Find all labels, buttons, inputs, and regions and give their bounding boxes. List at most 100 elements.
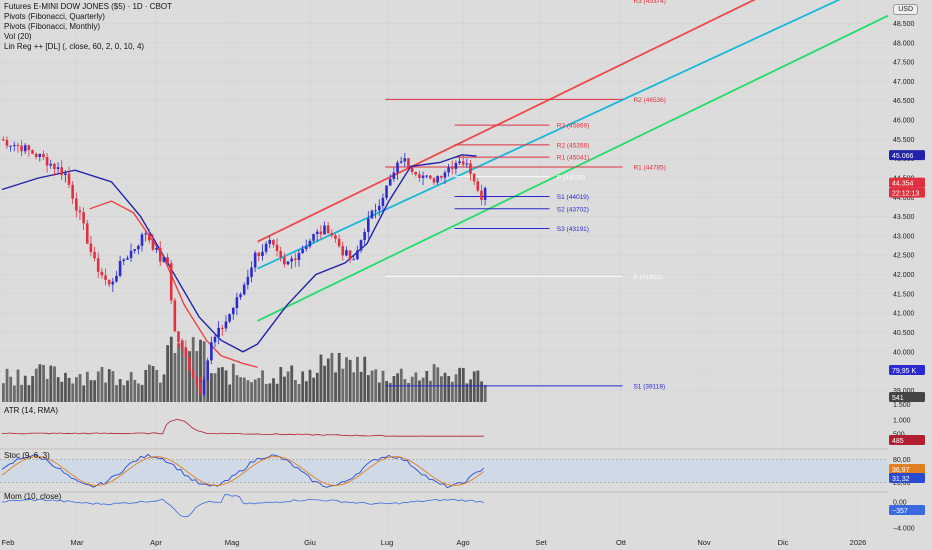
- volume-bar: [151, 366, 155, 402]
- moving-averages: [1, 154, 477, 368]
- volume-bar: [64, 372, 67, 402]
- candle-body: [264, 243, 268, 252]
- candle-body: [23, 145, 27, 152]
- candle-body: [279, 250, 282, 258]
- candle-body: [454, 162, 458, 169]
- candle-body: [60, 167, 63, 175]
- volume-bar: [429, 380, 432, 402]
- volume-bar: [465, 383, 469, 402]
- candle-body: [166, 257, 169, 264]
- candle-body: [385, 185, 388, 198]
- candle-body: [348, 250, 352, 260]
- candles: [2, 136, 487, 397]
- time-axis: Feb Mar Apr Mag Giu Lug Ago Set Ott Nov Dic 2026: [2, 538, 867, 547]
- time-tick: Set: [535, 538, 547, 547]
- stoch-label[interactable]: Stoc (9, 6, 3): [4, 451, 50, 460]
- ma-blue-line: [1, 154, 477, 353]
- candle-body: [315, 231, 319, 235]
- candle-body: [16, 145, 20, 147]
- stoch-tick: 20,00: [893, 480, 911, 487]
- price-tick: 48.500: [893, 21, 915, 28]
- candle-body: [312, 234, 315, 241]
- indicator-pivots-quarterly[interactable]: Pivots (Fibonacci, Quarterly): [4, 12, 105, 21]
- volume-bar: [385, 381, 389, 402]
- volume-bar: [392, 376, 396, 402]
- atr-label[interactable]: ATR (14, RMA): [4, 406, 59, 415]
- volume-bar: [180, 340, 184, 402]
- volume-bar: [414, 372, 418, 402]
- candle-body: [425, 175, 428, 177]
- badge-volume: 79,95 K: [892, 368, 916, 375]
- candle-body: [253, 252, 257, 268]
- badge-last-price: 44.354: [892, 181, 914, 188]
- candle-body: [93, 251, 96, 259]
- candle-body: [9, 145, 12, 147]
- volume-bar: [210, 373, 213, 402]
- volume-bar: [126, 380, 129, 402]
- volume-bar: [396, 373, 399, 402]
- volume-bar: [2, 383, 5, 402]
- candle-body: [392, 172, 396, 179]
- volume-bar: [440, 376, 443, 402]
- pivot-quarterly-label: P (41952): [633, 274, 661, 281]
- volume-bar: [261, 370, 264, 402]
- indicator-linreg[interactable]: Lin Reg ++ [DL] (, close, 60, 2, 0, 10, …: [4, 42, 145, 51]
- price-tick: 43.500: [893, 214, 915, 221]
- candle-body: [374, 210, 377, 212]
- volume-bar: [436, 367, 440, 402]
- price-tick: 47.000: [893, 79, 915, 86]
- volume-bar: [334, 372, 337, 402]
- volume-bar: [312, 377, 316, 402]
- candle-body: [337, 238, 341, 247]
- mom-label[interactable]: Mom (10, close): [4, 492, 62, 501]
- candle-body: [115, 275, 118, 282]
- price-tick: 40.500: [893, 330, 915, 337]
- volume-bar: [75, 377, 78, 402]
- candle-body: [126, 257, 129, 260]
- candle-body: [363, 231, 366, 241]
- regression-line: [257, 0, 756, 243]
- candle-body: [399, 161, 403, 163]
- candle-body: [89, 243, 93, 252]
- candle-body: [221, 327, 224, 329]
- badge-vol-small-bg: [889, 392, 925, 402]
- volume-bar: [235, 375, 239, 402]
- price-tick: 44.000: [893, 195, 915, 202]
- volume-bar: [42, 365, 45, 402]
- candle-body: [151, 240, 155, 250]
- candle-body: [162, 257, 166, 262]
- volume-bar: [221, 367, 224, 402]
- candle-body: [20, 145, 23, 152]
- candle-body: [356, 250, 359, 260]
- candle-body: [297, 253, 301, 260]
- time-tick: Nov: [697, 538, 711, 547]
- volume-bar: [377, 382, 381, 402]
- indicator-volume[interactable]: Vol (20): [4, 32, 32, 41]
- volume-bar: [388, 382, 392, 402]
- price-tick: 47.500: [893, 60, 915, 67]
- volume-bar: [140, 384, 144, 402]
- currency-button[interactable]: USD: [893, 4, 918, 15]
- badge-stoch-k-bg: [889, 464, 925, 474]
- volume-bar: [472, 371, 476, 402]
- badge-vol-small: 541: [892, 395, 904, 402]
- candle-body: [458, 161, 461, 163]
- volume-bar: [49, 365, 53, 402]
- stoch-d-line: [1, 456, 485, 486]
- candle-body: [283, 257, 286, 265]
- volume-bar: [34, 368, 38, 402]
- candle-body: [82, 212, 85, 224]
- candle-body: [436, 176, 439, 183]
- candle-body: [38, 153, 42, 157]
- badge-stoch-d: 31,32: [892, 476, 910, 483]
- candle-body: [71, 184, 74, 199]
- volume-bar: [158, 382, 162, 402]
- pivot-quarterly-label: R3 (49374): [633, 0, 666, 5]
- indicator-pivots-monthly[interactable]: Pivots (Fibonacci, Monthly): [4, 22, 101, 31]
- price-tick: 41.500: [893, 291, 915, 298]
- pivot-monthly-label: P (44530): [557, 174, 585, 181]
- volume-bar: [348, 359, 352, 402]
- candle-body: [334, 235, 337, 239]
- candle-body: [27, 145, 31, 151]
